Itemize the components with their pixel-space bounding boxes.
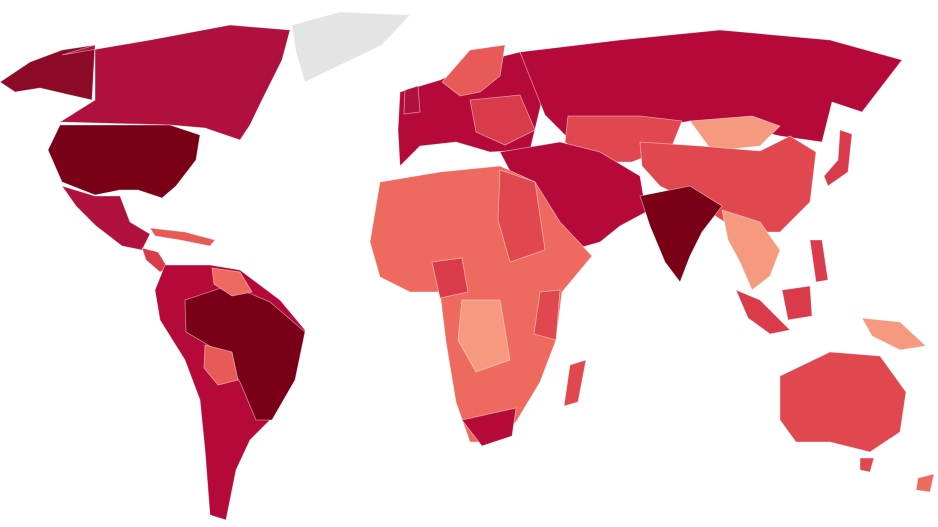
- philippines: [809, 239, 829, 283]
- alaska: [0, 44, 96, 101]
- brazil: [184, 284, 306, 421]
- nigeria: [431, 257, 469, 299]
- new-guinea: [861, 317, 927, 351]
- madagascar: [563, 359, 587, 407]
- canada: [58, 24, 291, 141]
- australia: [779, 351, 907, 453]
- mexico: [61, 185, 151, 251]
- central-africa: [457, 299, 511, 373]
- southeast-asia: [721, 209, 781, 291]
- india: [639, 185, 723, 283]
- greenland: [291, 11, 411, 83]
- japan: [823, 129, 853, 187]
- usa: [47, 124, 201, 199]
- mongolia: [689, 115, 781, 152]
- south-africa: [461, 407, 517, 447]
- tasmania: [859, 457, 875, 473]
- scandinavia: [441, 44, 506, 97]
- china: [639, 135, 817, 233]
- egypt-sudan: [497, 169, 546, 263]
- bolivia: [203, 344, 239, 386]
- uk: [403, 85, 421, 115]
- new-zealand: [915, 473, 935, 493]
- venezuela: [211, 267, 253, 297]
- borneo: [781, 285, 813, 321]
- caribbean: [149, 227, 216, 247]
- east-africa: [533, 289, 561, 341]
- eastern-europe: [469, 94, 536, 146]
- indonesia: [735, 289, 791, 335]
